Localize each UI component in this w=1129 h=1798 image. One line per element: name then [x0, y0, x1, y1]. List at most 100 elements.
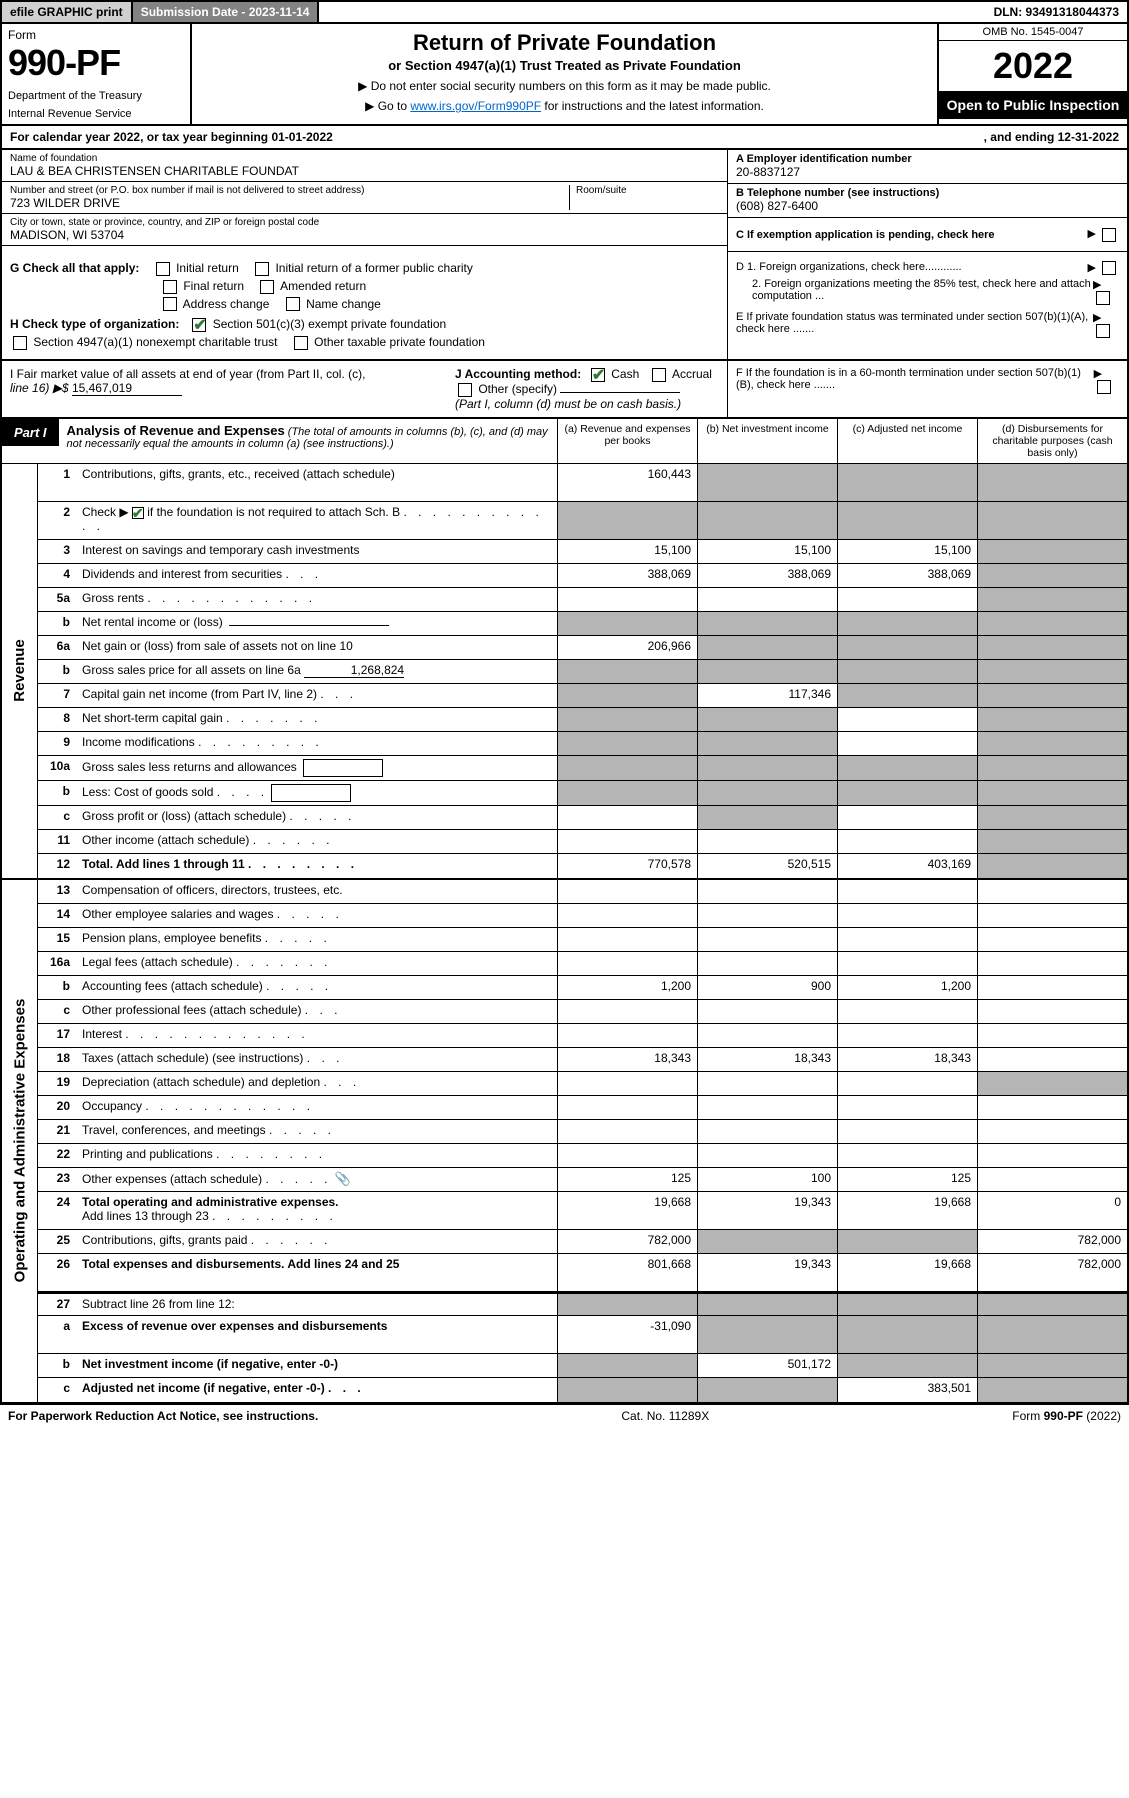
opt-initial: Initial return	[176, 261, 239, 275]
revenue-table: Revenue 1Contributions, gifts, grants, e…	[0, 464, 1129, 880]
ssn-warning: ▶ Do not enter social security numbers o…	[198, 79, 931, 93]
goto-pre: ▶ Go to	[365, 99, 410, 113]
row25-desc: Contributions, gifts, grants paid . . . …	[76, 1230, 557, 1253]
chk-other-method[interactable]	[458, 383, 472, 397]
row25-d: 782,000	[977, 1230, 1127, 1253]
chk-f[interactable]	[1097, 380, 1111, 394]
expenses-table: Operating and Administrative Expenses 13…	[0, 880, 1129, 1404]
row21-num: 21	[38, 1120, 76, 1143]
f-label: F If the foundation is in a 60-month ter…	[736, 367, 1094, 394]
opt-final: Final return	[183, 279, 244, 293]
chk-address-change[interactable]	[163, 297, 177, 311]
city-value: MADISON, WI 53704	[10, 228, 719, 242]
accounting-block: I Fair market value of all assets at end…	[0, 361, 1129, 419]
row12-a: 770,578	[557, 854, 697, 878]
row9-desc: Income modifications . . . . . . . . .	[76, 732, 557, 755]
chk-other-taxable[interactable]	[294, 336, 308, 350]
efile-print-button[interactable]: efile GRAPHIC print	[2, 2, 133, 22]
row16c-num: c	[38, 1000, 76, 1023]
chk-final-return[interactable]	[163, 280, 177, 294]
form-subtitle: or Section 4947(a)(1) Trust Treated as P…	[198, 58, 931, 73]
row16a-desc: Legal fees (attach schedule) . . . . . .…	[76, 952, 557, 975]
j-note: (Part I, column (d) must be on cash basi…	[455, 397, 681, 411]
row27-num: 27	[38, 1294, 76, 1315]
i-line16: line 16) ▶$	[10, 381, 69, 395]
row24-num: 24	[38, 1192, 76, 1229]
row19-num: 19	[38, 1072, 76, 1095]
open-to-public-badge: Open to Public Inspection	[939, 91, 1127, 119]
row12-b: 520,515	[697, 854, 837, 878]
chk-d2[interactable]	[1096, 291, 1110, 305]
page-footer: For Paperwork Reduction Act Notice, see …	[0, 1404, 1129, 1427]
row27a-desc: Excess of revenue over expenses and disb…	[76, 1316, 557, 1353]
row24-c: 19,668	[837, 1192, 977, 1229]
expenses-side-label: Operating and Administrative Expenses	[2, 880, 38, 1402]
dept-treasury: Department of the Treasury	[8, 90, 184, 102]
omb-number: OMB No. 1545-0047	[939, 24, 1127, 41]
row11-desc: Other income (attach schedule) . . . . .…	[76, 830, 557, 853]
row6b-desc: Gross sales price for all assets on line…	[76, 660, 557, 683]
chk-4947a1[interactable]	[13, 336, 27, 350]
phone-label: B Telephone number (see instructions)	[736, 187, 1119, 199]
opt-addr: Address change	[183, 297, 270, 311]
row2-num: 2	[38, 502, 76, 539]
form990pf-link[interactable]: www.irs.gov/Form990PF	[410, 99, 541, 113]
row25-num: 25	[38, 1230, 76, 1253]
checks-block: G Check all that apply: Initial return I…	[0, 252, 1129, 361]
opt-4947a1: Section 4947(a)(1) nonexempt charitable …	[33, 335, 277, 349]
row18-a: 18,343	[557, 1048, 697, 1071]
calendar-year-row: For calendar year 2022, or tax year begi…	[0, 126, 1129, 150]
row26-desc: Total expenses and disbursements. Add li…	[76, 1254, 557, 1291]
row9-num: 9	[38, 732, 76, 755]
row24-b: 19,343	[697, 1192, 837, 1229]
dln-label: DLN: 93491318044373	[986, 2, 1127, 22]
chk-name-change[interactable]	[286, 297, 300, 311]
row26-b: 19,343	[697, 1254, 837, 1291]
row22-num: 22	[38, 1144, 76, 1167]
chk-accrual[interactable]	[652, 368, 666, 382]
chk-cash[interactable]	[591, 368, 605, 382]
row18-desc: Taxes (attach schedule) (see instruction…	[76, 1048, 557, 1071]
opt-initial-former: Initial return of a former public charit…	[275, 261, 472, 275]
form-word: Form	[8, 28, 184, 42]
j-label: J Accounting method:	[455, 367, 581, 381]
row27c-num: c	[38, 1378, 76, 1402]
row5a-num: 5a	[38, 588, 76, 611]
attachment-icon[interactable]: 📎	[335, 1171, 351, 1186]
exemption-pending-checkbox[interactable]	[1102, 228, 1116, 242]
col-c-header: (c) Adjusted net income	[837, 419, 977, 463]
row7-desc: Capital gain net income (from Part IV, l…	[76, 684, 557, 707]
room-label: Room/suite	[576, 185, 719, 196]
chk-d1[interactable]	[1102, 261, 1116, 275]
row1-a: 160,443	[557, 464, 697, 501]
chk-sch-b[interactable]	[132, 507, 144, 519]
row26-num: 26	[38, 1254, 76, 1291]
row13-num: 13	[38, 880, 76, 903]
row20-num: 20	[38, 1096, 76, 1119]
row16b-desc: Accounting fees (attach schedule) . . . …	[76, 976, 557, 999]
chk-amended-return[interactable]	[260, 280, 274, 294]
row14-num: 14	[38, 904, 76, 927]
row3-a: 15,100	[557, 540, 697, 563]
row25-a: 782,000	[557, 1230, 697, 1253]
chk-initial-former[interactable]	[255, 262, 269, 276]
d1-label: D 1. Foreign organizations, check here..…	[736, 261, 962, 275]
row4-num: 4	[38, 564, 76, 587]
foundation-name: LAU & BEA CHRISTENSEN CHARITABLE FOUNDAT	[10, 164, 719, 178]
chk-e[interactable]	[1096, 324, 1110, 338]
row18-c: 18,343	[837, 1048, 977, 1071]
row3-num: 3	[38, 540, 76, 563]
ein-value: 20-8837127	[736, 165, 1119, 179]
opt-other-tax: Other taxable private foundation	[314, 335, 485, 349]
row10c-desc: Gross profit or (loss) (attach schedule)…	[76, 806, 557, 829]
row21-desc: Travel, conferences, and meetings . . . …	[76, 1120, 557, 1143]
chk-initial-return[interactable]	[156, 262, 170, 276]
chk-501c3[interactable]	[192, 318, 206, 332]
catalog-number: Cat. No. 11289X	[621, 1409, 709, 1423]
row26-a: 801,668	[557, 1254, 697, 1291]
submission-date-badge: Submission Date - 2023-11-14	[133, 2, 320, 22]
row16b-a: 1,200	[557, 976, 697, 999]
row24-desc: Total operating and administrative expen…	[76, 1192, 557, 1229]
row4-desc: Dividends and interest from securities .…	[76, 564, 557, 587]
cal-begin: For calendar year 2022, or tax year begi…	[10, 130, 333, 144]
